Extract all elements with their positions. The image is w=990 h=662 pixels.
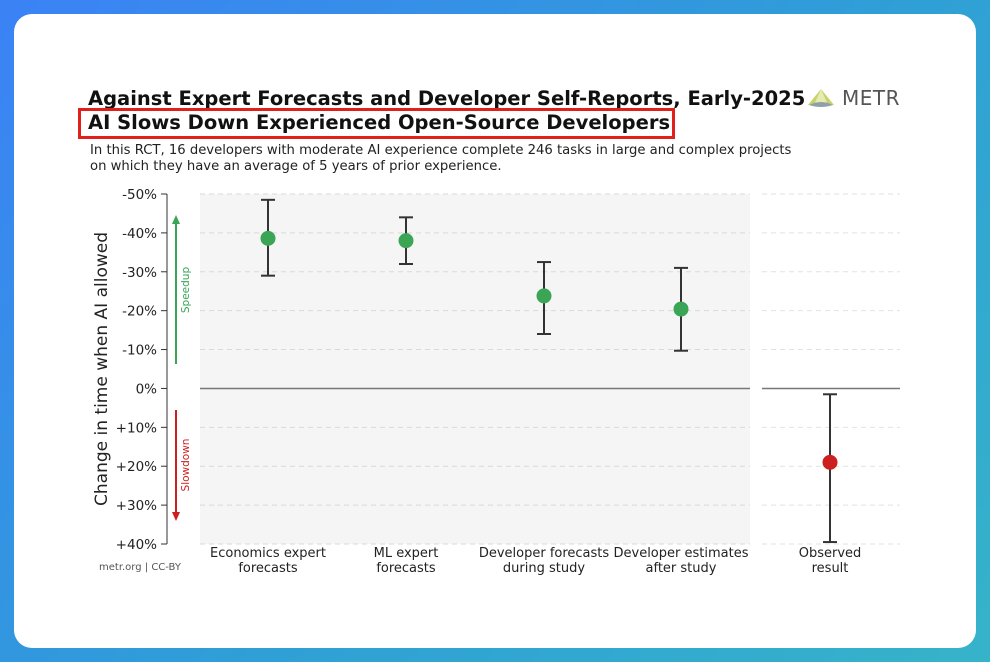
y-tick-label: +40%: [116, 537, 157, 553]
speedup-label: Speedup: [180, 267, 192, 314]
x-tick-label: ML expert forecasts: [374, 546, 439, 576]
data-point: [398, 233, 414, 249]
data-point: [673, 301, 689, 317]
chart-title: AI Slows Down Experienced Open-Source De…: [88, 111, 671, 134]
title-highlight-box: [78, 108, 675, 139]
chart-subtitle: In this RCT, 16 developers with moderate…: [90, 143, 792, 174]
slowdown-arrow-head: [172, 512, 180, 521]
y-tick-label: -40%: [122, 226, 157, 242]
data-point: [536, 288, 552, 304]
y-tick-label: 0%: [136, 381, 158, 397]
y-tick-label: +20%: [116, 459, 157, 475]
speedup-arrow-head: [172, 215, 180, 224]
y-tick-label: -20%: [122, 304, 157, 320]
y-tick-label: -30%: [122, 265, 157, 281]
metr-logo: METR: [806, 86, 900, 110]
data-point: [822, 454, 838, 470]
plot-area-forecasts: [200, 194, 750, 544]
y-tick-label: -10%: [122, 343, 157, 359]
y-tick-label: +10%: [116, 420, 157, 436]
x-tick-label: Economics expert forecasts: [210, 546, 326, 576]
chart-supertitle: Against Expert Forecasts and Developer S…: [88, 87, 806, 110]
metr-logo-icon: [808, 89, 834, 107]
chart-credit: metr.org | CC-BY: [99, 562, 181, 573]
x-tick-label: Developer estimates after study: [614, 546, 749, 576]
y-axis-label: Change in time when AI allowed: [92, 232, 112, 506]
y-tick-label: -50%: [122, 187, 157, 203]
y-tick-label: +30%: [116, 498, 157, 514]
x-tick-label: Developer forecasts during study: [479, 546, 610, 576]
x-tick-label: Observed result: [799, 546, 862, 576]
metr-logo-text: METR: [842, 86, 901, 110]
data-point: [260, 230, 276, 246]
slowdown-label: Slowdown: [180, 439, 192, 492]
